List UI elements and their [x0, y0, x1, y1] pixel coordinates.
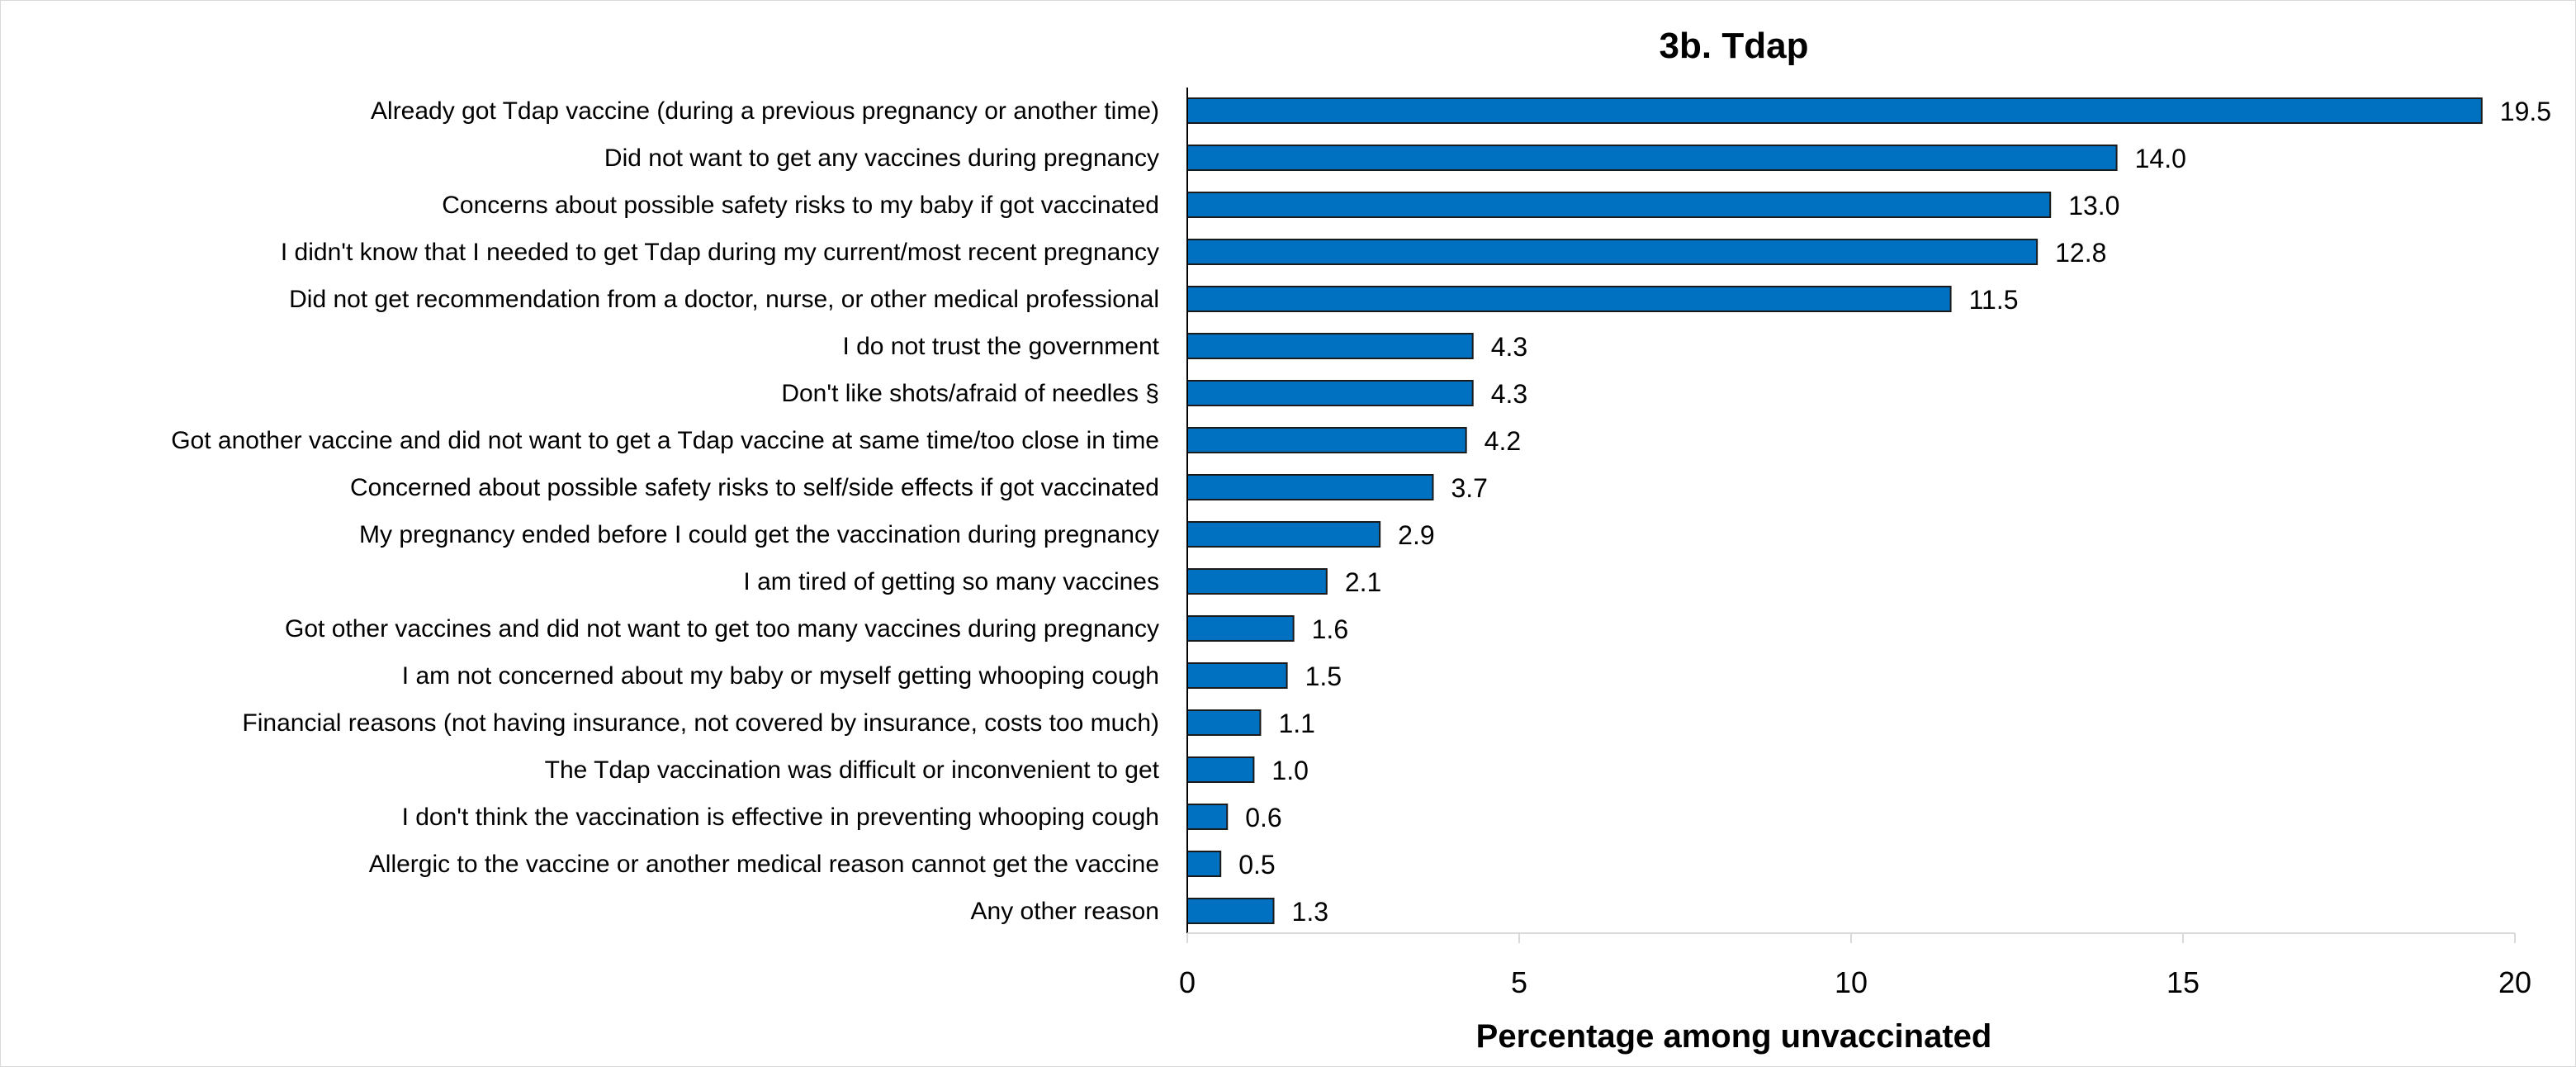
category-label-9: My pregnancy ended before I could get th… [359, 521, 1159, 548]
value-label-1: 14.0 [2135, 144, 2186, 173]
value-label-10: 2.1 [1345, 567, 1381, 597]
value-label-11: 1.6 [1312, 614, 1348, 644]
value-label-9: 2.9 [1398, 520, 1434, 550]
bar-6 [1187, 381, 1473, 405]
bar-15 [1187, 804, 1227, 829]
value-label-4: 11.5 [1969, 285, 2019, 315]
value-label-8: 3.7 [1451, 473, 1487, 503]
category-label-3: I didn't know that I needed to get Tdap … [281, 239, 1159, 266]
x-tick-label-0: 0 [1179, 965, 1196, 999]
bar-5 [1187, 334, 1473, 358]
bar-9 [1187, 522, 1380, 547]
category-label-14: The Tdap vaccination was difficult or in… [545, 756, 1160, 784]
value-label-5: 4.3 [1491, 332, 1527, 362]
value-label-0: 19.5 [2500, 97, 2551, 126]
value-labels-group: 19.5 14.0 13.0 12.8 11.5 4.3 4.3 4.2 3.7 2.9 2.1 1.… [1238, 97, 2551, 927]
bar-chart: 3b. Tdap Already got Tdap vaccine (durin… [0, 0, 2576, 1067]
bar-0 [1187, 98, 2482, 123]
category-label-4: Did not get recommendation from a doctor… [289, 286, 1159, 313]
bar-4 [1187, 287, 1951, 311]
category-label-1: Did not want to get any vaccines during … [604, 145, 1159, 172]
value-label-3: 12.8 [2055, 238, 2106, 268]
category-label-11: Got other vaccines and did not want to g… [285, 615, 1159, 643]
value-label-15: 0.6 [1245, 803, 1281, 832]
category-label-12: I am not concerned about my baby or myse… [402, 662, 1159, 690]
value-label-12: 1.5 [1305, 662, 1342, 691]
category-label-7: Got another vaccine and did not want to … [171, 427, 1159, 454]
bar-10 [1187, 569, 1327, 594]
value-label-6: 4.3 [1491, 379, 1527, 409]
bar-11 [1187, 616, 1294, 641]
x-tick-label-4: 20 [2498, 965, 2531, 999]
category-label-5: I do not trust the government [842, 333, 1159, 360]
bar-16 [1187, 851, 1220, 876]
category-label-16: Allergic to the vaccine or another medic… [369, 851, 1159, 878]
x-tick-label-3: 15 [2166, 965, 2200, 999]
x-axis-title: Percentage among unvaccinated [1476, 1018, 1992, 1055]
value-label-17: 1.3 [1292, 897, 1328, 927]
x-tick-label-1: 5 [1511, 965, 1527, 999]
tick-labels-group: 0 5 10 15 20 [1179, 965, 2531, 999]
category-label-2: Concerns about possible safety risks to … [442, 192, 1159, 219]
category-label-10: I am tired of getting so many vaccines [743, 568, 1159, 595]
value-label-13: 1.1 [1278, 709, 1314, 738]
category-label-0: Already got Tdap vaccine (during a previ… [371, 97, 1159, 125]
category-label-8: Concerned about possible safety risks to… [350, 474, 1159, 501]
chart-title: 3b. Tdap [1660, 26, 1809, 66]
bar-13 [1187, 710, 1260, 735]
category-labels-group: Already got Tdap vaccine (during a previ… [171, 97, 1159, 925]
value-label-14: 1.0 [1271, 756, 1308, 785]
category-label-6: Don't like shots/afraid of needles § [781, 380, 1159, 407]
bar-7 [1187, 428, 1466, 453]
bar-2 [1187, 192, 2050, 217]
category-label-13: Financial reasons (not having insurance,… [242, 709, 1159, 737]
bar-17 [1187, 899, 1274, 923]
bar-1 [1187, 145, 2117, 170]
value-label-7: 4.2 [1485, 426, 1521, 456]
value-label-2: 13.0 [2068, 191, 2119, 221]
value-label-16: 0.5 [1238, 850, 1275, 880]
bar-14 [1187, 757, 1253, 782]
bars-group [1187, 98, 2482, 923]
category-label-17: Any other reason [971, 898, 1159, 925]
category-label-15: I don't think the vaccination is effecti… [402, 804, 1159, 831]
bar-3 [1187, 239, 2037, 264]
x-tick-label-2: 10 [1835, 965, 1868, 999]
bar-8 [1187, 475, 1432, 500]
bar-12 [1187, 663, 1287, 688]
